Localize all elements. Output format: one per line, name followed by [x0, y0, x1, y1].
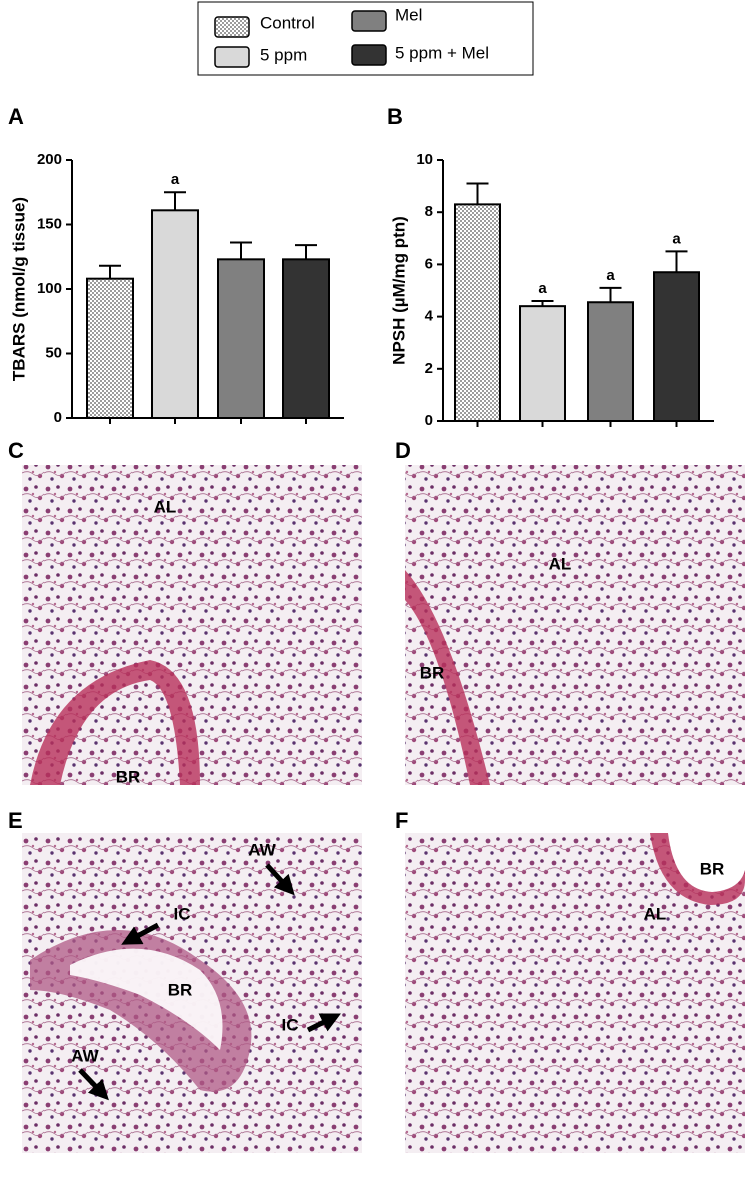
lumen: [668, 833, 745, 892]
legend-swatch: [351, 44, 387, 66]
arrow: [78, 1068, 109, 1101]
bar: [653, 271, 700, 423]
bar: [587, 301, 634, 422]
legend-label: 5 ppm + Mel: [395, 43, 489, 62]
panel-label: C: [8, 438, 24, 463]
bar: [151, 209, 199, 419]
legend-label: 5 ppm: [260, 45, 307, 64]
bar: [282, 258, 330, 419]
y-tick-label: 200: [37, 151, 62, 168]
y-tick-label: 100: [37, 280, 62, 297]
bronchiole-wall: [405, 570, 490, 785]
arrow: [121, 922, 160, 945]
arrow: [306, 1013, 341, 1033]
y-tick-label: 4: [425, 308, 434, 325]
y-tick-label: 6: [425, 255, 433, 272]
legend-swatch: [214, 16, 250, 38]
micrograph-annotation: AL: [549, 554, 572, 573]
micrograph-annotation: AW: [248, 840, 276, 859]
significance-label: a: [538, 280, 547, 297]
bar: [86, 277, 134, 419]
y-tick-label: 8: [425, 203, 433, 220]
y-tick-label: 50: [45, 344, 62, 361]
micrograph-annotation: IC: [174, 904, 191, 923]
panel-label: D: [395, 438, 411, 463]
y-tick-label: 10: [416, 151, 433, 168]
micrograph-annotation: AL: [154, 497, 177, 516]
legend-swatch: [214, 46, 250, 68]
bar: [454, 203, 501, 422]
significance-label: a: [171, 171, 180, 188]
legend-label: Control: [260, 13, 315, 32]
micrograph-annotation: BR: [700, 859, 725, 878]
y-tick-label: 2: [425, 360, 433, 377]
significance-label: a: [606, 267, 615, 284]
arrow: [265, 863, 295, 896]
bar: [519, 305, 566, 422]
y-axis-label: TBARS (nmol/g tissue): [9, 197, 28, 381]
legend-swatch: [351, 10, 387, 32]
y-tick-label: 0: [54, 409, 62, 426]
panel-label: E: [8, 808, 23, 833]
significance-label: a: [672, 230, 681, 247]
bar: [217, 258, 265, 419]
y-tick-label: 0: [425, 412, 433, 429]
micrograph-annotation: AL: [644, 904, 667, 923]
micrograph-annotation: BR: [116, 767, 141, 786]
micrograph-annotation: AW: [71, 1046, 99, 1065]
micrograph-annotation: BR: [420, 663, 445, 682]
micrograph-annotation: IC: [282, 1015, 299, 1034]
micrograph-annotation: BR: [168, 980, 193, 999]
panel-label: A: [8, 104, 24, 129]
lumen: [70, 948, 223, 1050]
y-tick-label: 150: [37, 215, 62, 232]
bronchiole-wall: [30, 660, 200, 785]
panel-label: B: [387, 104, 403, 129]
micrograph: [405, 465, 745, 785]
panel-label: F: [395, 808, 408, 833]
y-axis-label: NPSH (µM/mg ptn): [389, 216, 408, 365]
legend-label: Mel: [395, 5, 422, 24]
